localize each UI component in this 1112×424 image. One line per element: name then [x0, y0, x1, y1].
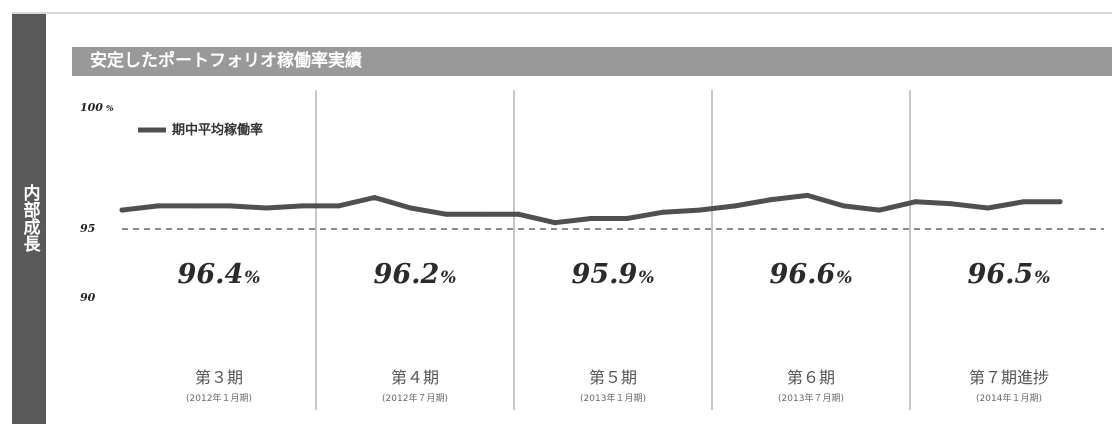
period-label-1: 第３期	[195, 368, 243, 387]
period-average-3: 95.9%	[572, 259, 655, 290]
chart-title: 安定したポートフォリオ稼働率実績	[72, 47, 1112, 76]
data-point-19	[768, 197, 774, 203]
data-point-12	[516, 211, 522, 217]
data-point-20	[804, 192, 810, 198]
data-point-26	[1021, 199, 1027, 205]
y-tick-95: 95	[80, 222, 95, 235]
data-point-21	[841, 203, 847, 209]
data-point-15	[624, 216, 630, 221]
data-point-5	[263, 205, 269, 211]
y-tick-90: 90	[80, 291, 96, 304]
top-rule	[12, 12, 1112, 14]
data-point-6	[299, 203, 305, 209]
legend: 期中平均稼働率	[138, 122, 263, 138]
period-labels: 96.4% 第３期 (2012年１月期) 96.2% 第４期 (2012年７月期) 95.9…	[178, 259, 1051, 404]
data-point-10	[444, 211, 450, 217]
period-date-3: (2013年１月期)	[580, 392, 646, 404]
section-label: 内部成長	[19, 184, 40, 252]
period-dividers	[315, 90, 911, 410]
data-point-8	[372, 195, 378, 200]
data-point-1	[119, 207, 125, 213]
period-date-4: (2013年７月期)	[778, 392, 844, 404]
data-point-24	[949, 201, 955, 207]
data-point-2	[155, 203, 161, 209]
data-point-22	[877, 207, 883, 213]
data-point-9	[408, 205, 414, 211]
period-label-5: 第７期進捗	[969, 368, 1049, 387]
data-point-14	[588, 216, 594, 221]
data-point-4	[227, 203, 233, 209]
data-point-23	[913, 199, 919, 205]
section-tab	[12, 14, 46, 424]
period-label-2: 第４期	[391, 368, 439, 387]
data-point-18	[732, 203, 738, 209]
series-group	[119, 192, 1063, 226]
period-label-4: 第６期	[787, 368, 835, 387]
data-point-27	[1057, 199, 1063, 205]
period-date-2: (2012年７月期)	[382, 392, 448, 404]
period-date-1: (2012年１月期)	[186, 392, 252, 404]
y-tick-100: 100%	[80, 101, 114, 114]
data-point-13	[552, 220, 558, 226]
y-axis-ticks: 100 % 95 90	[80, 101, 114, 304]
data-point-3	[191, 203, 197, 209]
period-average-4: 96.6%	[770, 259, 853, 290]
data-point-17	[696, 207, 702, 213]
period-average-5: 96.5%	[968, 259, 1051, 290]
data-point-16	[660, 209, 666, 215]
data-point-7	[335, 203, 341, 209]
period-average-2: 96.2%	[374, 259, 457, 290]
data-point-25	[985, 205, 991, 211]
period-date-5: (2014年１月期)	[976, 392, 1042, 404]
data-point-11	[480, 211, 486, 217]
period-average-1: 96.4%	[178, 259, 261, 290]
period-label-3: 第５期	[589, 368, 637, 387]
legend-label: 期中平均稼働率	[172, 122, 263, 138]
